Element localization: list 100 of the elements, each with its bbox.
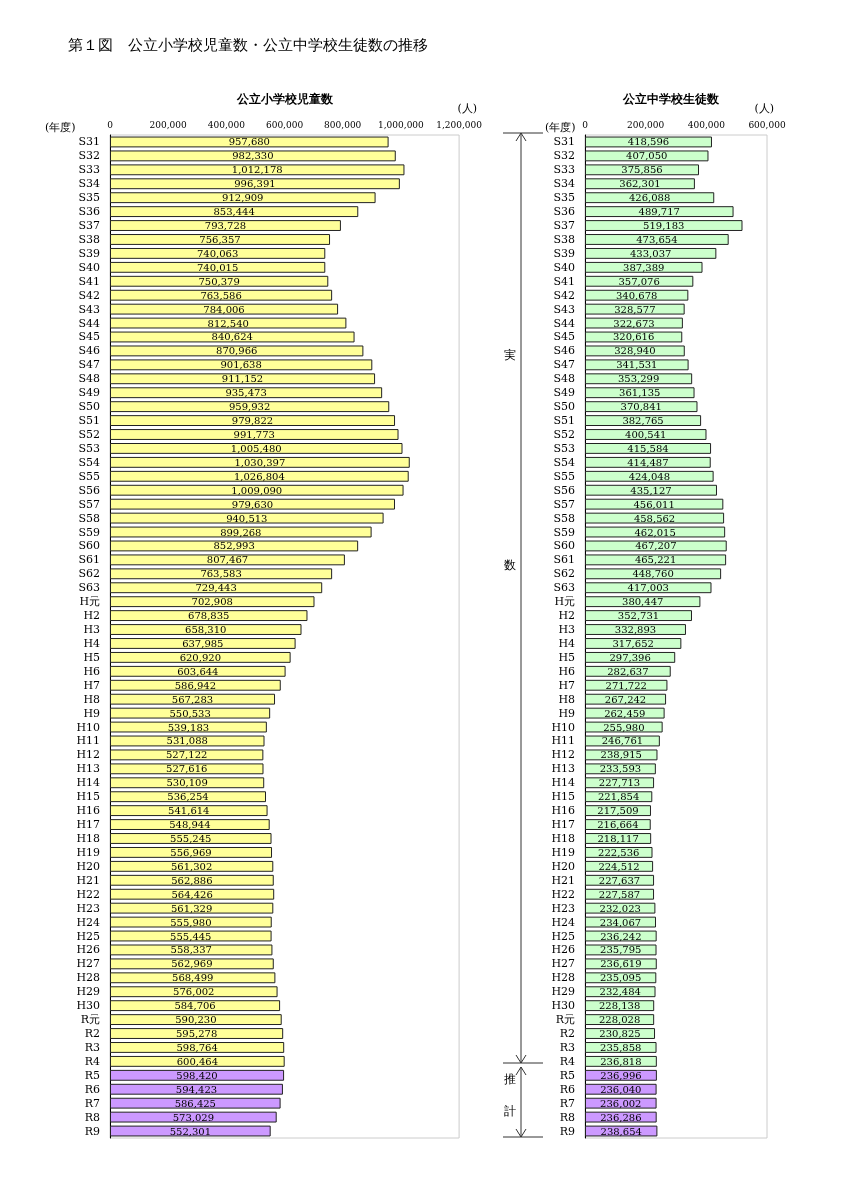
data-label: 784,006 [203,303,245,315]
bar [585,345,685,357]
data-label: 899,268 [220,526,262,538]
bar [110,763,264,775]
y-tick-label: S59 [553,525,575,539]
y-tick-label: S46 [553,344,575,358]
y-tick-label: S62 [553,567,575,581]
bar [110,359,373,371]
data-label: 235,858 [600,1041,642,1053]
y-tick-label: H12 [76,748,100,762]
data-label: 230,825 [599,1028,641,1040]
data-label: 235,795 [600,944,642,956]
data-label: 586,942 [174,679,217,691]
data-label: 729,443 [195,582,237,594]
bar [110,610,308,622]
y-tick-label: S45 [78,330,100,344]
x-axis-title: (人) [754,102,775,115]
bar [110,1111,277,1123]
y-tick-label: H20 [551,859,575,873]
y-tick-label: H20 [76,859,100,873]
x-tick-label: 0 [582,119,589,130]
bar [110,860,274,872]
y-tick-label: H11 [551,734,575,748]
y-tick-label: S31 [78,135,100,149]
data-label: 341,531 [616,359,658,371]
bar [110,777,265,789]
bar [110,944,273,956]
y-tick-label: H30 [551,999,575,1013]
y-tick-label: H14 [76,776,100,790]
y-tick-label: H3 [83,623,100,637]
data-label: 1,012,178 [231,164,283,176]
data-label: 217,509 [597,805,639,817]
bar [110,651,291,663]
data-label: 328,940 [614,345,656,357]
bar [110,1083,283,1095]
bar [110,1042,285,1053]
y-tick-label: S58 [78,511,100,525]
y-tick-label: S48 [553,372,575,386]
y-tick-label: S38 [553,232,575,246]
y-tick-label: H6 [558,664,575,678]
y-tick-label: R3 [559,1040,575,1054]
data-label: 527,616 [166,763,208,775]
bar [585,136,712,148]
y-tick-label: S45 [553,330,575,344]
y-tick-label: H15 [551,790,575,804]
y-tick-label: S54 [553,455,575,469]
y-tick-label: R7 [84,1096,100,1110]
y-tick-label: S52 [78,428,100,442]
data-label: 957,680 [228,136,270,148]
data-label: 979,822 [231,415,274,427]
data-label: 911,152 [221,373,264,385]
data-label: 678,835 [188,610,230,622]
data-label: 448,760 [632,568,674,580]
y-tick-label: H9 [558,706,575,720]
data-label: 555,980 [170,916,212,928]
data-label: 433,037 [630,247,672,259]
data-label: 561,302 [170,860,213,872]
y-tick-label: R5 [84,1068,100,1082]
data-label: 1,026,804 [233,470,285,482]
y-tick-label: H19 [551,845,575,859]
data-label: 262,459 [604,707,646,719]
bar [110,554,345,566]
data-label: 594,423 [175,1083,218,1095]
data-label: 539,183 [167,721,210,733]
bar [110,415,396,427]
data-label: 228,138 [598,1000,641,1012]
y-tick-label: S53 [553,441,575,455]
y-tick-label: S50 [78,400,100,414]
y-tick-label: H28 [76,971,100,985]
y-tick-label: S58 [553,511,575,525]
data-label: 812,540 [207,317,249,329]
bar [110,387,383,399]
y-tick-label: H27 [76,957,100,971]
data-label: 562,886 [171,874,213,886]
y-tick-label: H29 [551,985,575,999]
y-tick-label: R元 [555,1013,575,1027]
data-label: 328,577 [614,303,656,315]
bar [110,1014,282,1026]
data-label: 567,283 [171,693,214,705]
data-label: 332,893 [614,624,657,636]
bar [110,721,267,733]
y-tick-label: H4 [83,636,100,650]
bar [110,470,409,482]
y-tick-label: R4 [559,1054,575,1068]
bar [110,986,278,998]
y-tick-label: S41 [78,274,100,288]
data-label: 465,221 [634,554,677,566]
y-tick-label: S47 [553,358,575,372]
y-axis-title: (年度) [45,121,76,134]
y-tick-label: H10 [551,720,575,734]
data-label: 222,536 [598,846,640,858]
bar [110,150,396,162]
y-tick-label: R8 [559,1110,575,1124]
bar [110,1028,284,1039]
data-label: 271,722 [605,679,647,691]
data-label: 340,678 [615,289,658,301]
bar [110,136,389,148]
bar [585,206,734,218]
data-label: 357,076 [618,275,660,287]
bar [585,735,660,747]
